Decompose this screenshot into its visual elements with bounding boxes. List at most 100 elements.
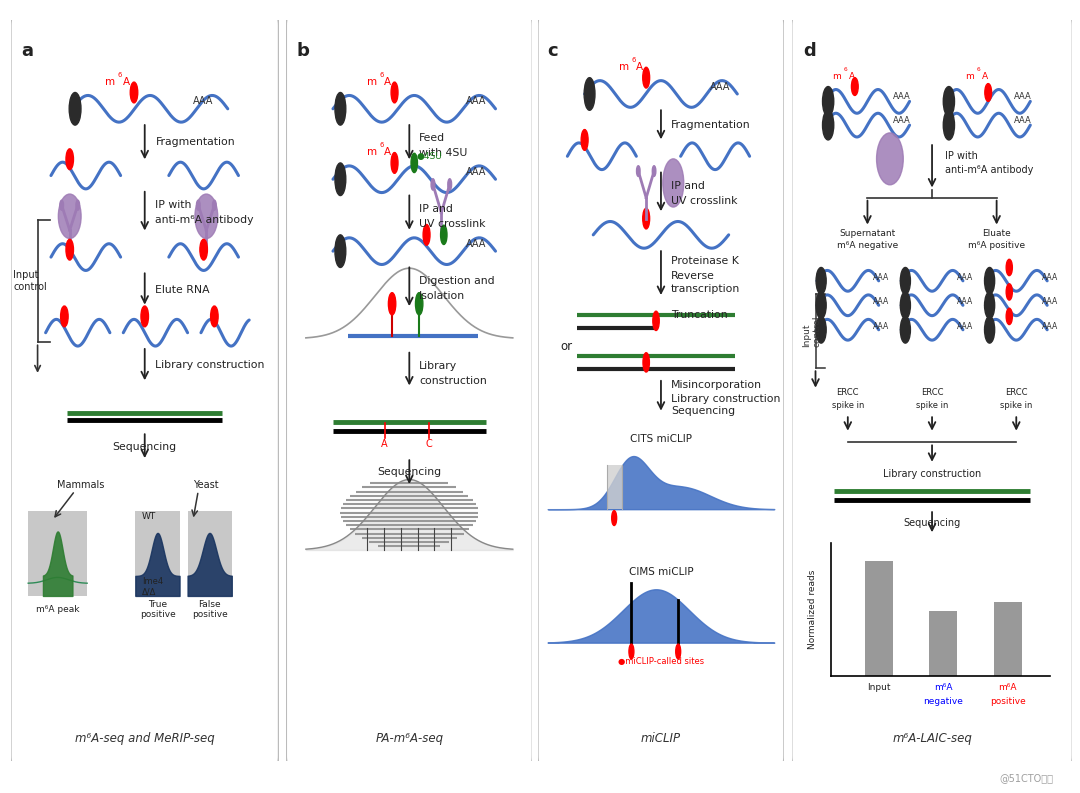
Circle shape (411, 153, 418, 173)
Text: m⁶A-seq and MeRIP-seq: m⁶A-seq and MeRIP-seq (75, 732, 215, 745)
Text: spike in: spike in (832, 401, 864, 410)
Text: A: A (636, 62, 643, 71)
Circle shape (816, 316, 826, 343)
Text: a: a (22, 42, 33, 60)
Text: Truncation: Truncation (671, 310, 728, 320)
Text: Eluate: Eluate (982, 229, 1011, 238)
Circle shape (213, 200, 216, 210)
Bar (607, 465, 622, 509)
Text: A: A (381, 439, 388, 449)
Text: 6: 6 (380, 71, 384, 78)
Circle shape (197, 200, 200, 210)
Text: AAA: AAA (1041, 297, 1057, 306)
Circle shape (823, 86, 834, 117)
Bar (188, 511, 232, 596)
Text: m⁶A peak: m⁶A peak (36, 605, 80, 614)
Text: construction: construction (419, 376, 487, 386)
Text: AAA: AAA (1041, 273, 1057, 282)
Text: AAA: AAA (873, 273, 889, 282)
FancyBboxPatch shape (11, 14, 279, 767)
Circle shape (335, 235, 346, 267)
Text: Feed: Feed (419, 133, 445, 144)
Text: Sequencing: Sequencing (112, 442, 177, 452)
Circle shape (816, 267, 826, 294)
Text: Reverse: Reverse (671, 270, 715, 281)
Circle shape (652, 311, 659, 331)
Ellipse shape (877, 133, 903, 185)
Circle shape (431, 178, 435, 190)
Circle shape (76, 200, 80, 210)
Text: Isolation: Isolation (419, 291, 465, 301)
Text: UV crosslink: UV crosslink (419, 219, 486, 228)
Bar (135, 511, 179, 596)
Text: A: A (384, 147, 391, 157)
Circle shape (391, 152, 399, 174)
Circle shape (66, 239, 73, 260)
Text: IP and: IP and (419, 204, 453, 214)
Circle shape (643, 67, 650, 88)
FancyBboxPatch shape (792, 14, 1072, 767)
Circle shape (629, 644, 634, 659)
Text: spike in: spike in (916, 401, 948, 410)
Text: 6: 6 (843, 67, 847, 71)
Circle shape (423, 224, 430, 245)
Circle shape (901, 267, 910, 294)
Text: m: m (619, 62, 629, 71)
Text: @51CTO博客: @51CTO博客 (999, 773, 1053, 783)
Text: CITS miCLIP: CITS miCLIP (630, 434, 692, 444)
Circle shape (335, 93, 346, 125)
Text: Misincorporation: Misincorporation (671, 381, 761, 390)
Text: C: C (426, 439, 432, 449)
Circle shape (901, 292, 910, 319)
Text: ●miCLIP-called sites: ●miCLIP-called sites (618, 657, 704, 665)
Circle shape (985, 83, 991, 102)
Text: Ime4
Δ/Δ: Ime4 Δ/Δ (143, 577, 163, 597)
Text: AAA: AAA (873, 297, 889, 306)
Text: CIMS miCLIP: CIMS miCLIP (629, 567, 693, 577)
Text: m: m (367, 147, 377, 157)
Text: WT: WT (143, 512, 157, 521)
Circle shape (335, 163, 346, 196)
Text: AAA: AAA (893, 116, 910, 125)
Text: Sequencing: Sequencing (377, 467, 442, 477)
Text: with 4SU: with 4SU (419, 148, 468, 159)
Text: AAA: AAA (193, 97, 214, 106)
Text: Normalized reads: Normalized reads (808, 569, 818, 649)
Text: Library: Library (419, 361, 457, 371)
Text: PA-m⁶A-seq: PA-m⁶A-seq (375, 732, 444, 745)
Bar (929, 611, 957, 676)
Text: AAA: AAA (957, 321, 973, 331)
Text: Library construction: Library construction (883, 469, 981, 479)
Text: m: m (367, 77, 377, 86)
Circle shape (851, 78, 859, 95)
Text: A: A (123, 77, 130, 86)
FancyBboxPatch shape (286, 14, 532, 767)
Text: IP with: IP with (156, 200, 192, 210)
Bar (865, 561, 893, 676)
Text: positive: positive (990, 697, 1026, 706)
Text: m: m (832, 71, 840, 81)
Ellipse shape (194, 194, 218, 239)
Text: AAA: AAA (1013, 93, 1031, 102)
Text: AAA: AAA (465, 239, 486, 249)
Text: Library construction: Library construction (671, 393, 780, 404)
Text: d: d (802, 42, 815, 60)
Ellipse shape (58, 194, 81, 239)
Text: Yeast: Yeast (193, 481, 219, 490)
Circle shape (69, 93, 81, 125)
Text: AAA: AAA (465, 167, 486, 177)
Circle shape (652, 166, 656, 176)
Circle shape (581, 129, 589, 151)
Circle shape (441, 225, 447, 244)
Circle shape (943, 86, 955, 117)
Text: ERCC: ERCC (921, 388, 943, 396)
Text: Elute RNA: Elute RNA (156, 285, 210, 295)
Bar (994, 602, 1022, 676)
Circle shape (985, 292, 995, 319)
Text: AAA: AAA (1013, 116, 1031, 125)
Text: Digestion and: Digestion and (419, 276, 495, 285)
Text: Fragmentation: Fragmentation (671, 120, 751, 130)
Circle shape (211, 306, 218, 327)
Text: miCLIP: miCLIP (640, 732, 681, 745)
Text: m⁶A: m⁶A (934, 684, 953, 692)
